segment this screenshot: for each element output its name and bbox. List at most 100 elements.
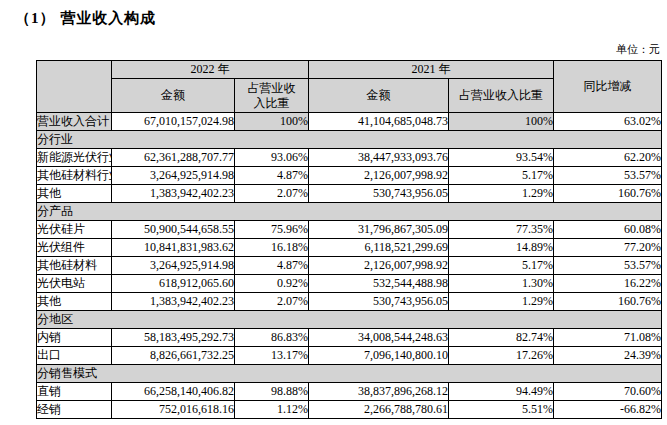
ratio-2021-cell: 5.51% <box>449 401 554 419</box>
row-label: 营业收入合计 <box>37 113 112 131</box>
amount-2022-cell: 3,264,925,914.98 <box>112 257 235 275</box>
table-row: 出口 8,826,661,732.25 13.17% 7,096,140,800… <box>37 347 662 365</box>
header-year-2022: 2022 年 <box>112 61 309 79</box>
ratio-2022-cell: 16.18% <box>235 239 309 257</box>
row-label: 出口 <box>37 347 112 365</box>
ratio-2021-cell: 94.49% <box>449 383 554 401</box>
header-ratio-2022-label: 占营业收入比重 <box>246 81 298 111</box>
row-label: 其他 <box>37 293 112 311</box>
amount-2022-cell: 1,383,942,402.23 <box>112 185 235 203</box>
ratio-2021-cell: 82.74% <box>449 329 554 347</box>
amount-2022-cell: 62,361,288,707.77 <box>112 149 235 167</box>
table-row: 其他硅材料 3,264,925,914.98 4.87% 2,126,007,9… <box>37 257 662 275</box>
ratio-2022-cell: 2.07% <box>235 185 309 203</box>
amount-2021-cell: 530,743,956.05 <box>309 185 449 203</box>
amount-2021-cell: 34,008,544,248.63 <box>309 329 449 347</box>
row-label: 光伏电站 <box>37 275 112 293</box>
ratio-2021-cell: 1.29% <box>449 293 554 311</box>
section-row: 分产品 <box>37 203 662 221</box>
ratio-2022-cell: 98.88% <box>235 383 309 401</box>
row-label: 经销 <box>37 401 112 419</box>
amount-2021-cell: 38,837,896,268.12 <box>309 383 449 401</box>
table-row: 光伏组件 10,841,831,983.62 16.18% 6,118,521,… <box>37 239 662 257</box>
ratio-2022-cell: 1.12% <box>235 401 309 419</box>
ratio-2021-cell: 1.29% <box>449 185 554 203</box>
ratio-2022-cell: 13.17% <box>235 347 309 365</box>
section-row: 分地区 <box>37 311 662 329</box>
revenue-composition-table: 2022 年 2021 年 同比增减 金额 占营业收入比重 金额 占营业收入比重… <box>36 60 662 419</box>
section-label: 分地区 <box>37 311 662 329</box>
ratio-2022-cell: 4.87% <box>235 257 309 275</box>
ratio-2021-cell: 5.17% <box>449 257 554 275</box>
table-row: 其他硅材料行业 3,264,925,914.98 4.87% 2,126,007… <box>37 167 662 185</box>
amount-2021-cell: 532,544,488.98 <box>309 275 449 293</box>
unit-label: 单位：元 <box>0 42 660 57</box>
header-yoy: 同比增减 <box>554 61 662 113</box>
amount-2022-cell: 618,912,065.60 <box>112 275 235 293</box>
ratio-2021-cell: 77.35% <box>449 221 554 239</box>
header-ratio-2021: 占营业收入比重 <box>449 79 554 113</box>
yoy-cell: 62.20% <box>554 149 662 167</box>
amount-2021-cell: 31,796,867,305.09 <box>309 221 449 239</box>
header-amount-2022: 金额 <box>112 79 235 113</box>
amount-2022-cell: 50,900,544,658.55 <box>112 221 235 239</box>
yoy-cell: -66.82% <box>554 401 662 419</box>
ratio-2021-cell: 1.30% <box>449 275 554 293</box>
table-row-total: 营业收入合计 67,010,157,024.98 100% 41,104,685… <box>37 113 662 131</box>
ratio-2021-cell: 5.17% <box>449 167 554 185</box>
yoy-cell: 53.57% <box>554 167 662 185</box>
amount-2022-cell: 1,383,942,402.23 <box>112 293 235 311</box>
header-amount-2021: 金额 <box>309 79 449 113</box>
amount-2021-cell: 530,743,956.05 <box>309 293 449 311</box>
yoy-cell: 63.02% <box>554 113 662 131</box>
header-ratio-2022: 占营业收入比重 <box>235 79 309 113</box>
amount-2022-cell: 58,183,495,292.73 <box>112 329 235 347</box>
amount-2021-cell: 2,266,788,780.61 <box>309 401 449 419</box>
section-row: 分行业 <box>37 131 662 149</box>
amount-2021-cell: 2,126,007,998.92 <box>309 167 449 185</box>
amount-2021-cell: 41,104,685,048.73 <box>309 113 449 131</box>
yoy-cell: 24.39% <box>554 347 662 365</box>
ratio-2022-cell: 100% <box>235 113 309 131</box>
row-label: 直销 <box>37 383 112 401</box>
table-row: 内销 58,183,495,292.73 86.83% 34,008,544,2… <box>37 329 662 347</box>
ratio-2022-cell: 4.87% <box>235 167 309 185</box>
row-label: 光伏组件 <box>37 239 112 257</box>
section-row: 分销售模式 <box>37 365 662 383</box>
amount-2021-cell: 2,126,007,998.92 <box>309 257 449 275</box>
section-label: 分销售模式 <box>37 365 662 383</box>
ratio-2022-cell: 86.83% <box>235 329 309 347</box>
table-row: 经销 752,016,618.16 1.12% 2,266,788,780.61… <box>37 401 662 419</box>
row-label: 新能源光伏行业 <box>37 149 112 167</box>
amount-2022-cell: 752,016,618.16 <box>112 401 235 419</box>
amount-2021-cell: 38,447,933,093.76 <box>309 149 449 167</box>
ratio-2022-cell: 0.92% <box>235 275 309 293</box>
yoy-cell: 71.08% <box>554 329 662 347</box>
yoy-cell: 70.60% <box>554 383 662 401</box>
table-row: 直销 66,258,140,406.82 98.88% 38,837,896,2… <box>37 383 662 401</box>
yoy-cell: 16.22% <box>554 275 662 293</box>
ratio-2022-cell: 93.06% <box>235 149 309 167</box>
ratio-2022-cell: 75.96% <box>235 221 309 239</box>
row-label: 内销 <box>37 329 112 347</box>
yoy-cell: 160.76% <box>554 293 662 311</box>
yoy-cell: 53.57% <box>554 257 662 275</box>
table-row: 其他 1,383,942,402.23 2.07% 530,743,956.05… <box>37 293 662 311</box>
yoy-cell: 77.20% <box>554 239 662 257</box>
ratio-2021-cell: 93.54% <box>449 149 554 167</box>
row-label: 光伏硅片 <box>37 221 112 239</box>
amount-2022-cell: 8,826,661,732.25 <box>112 347 235 365</box>
amount-2021-cell: 7,096,140,800.10 <box>309 347 449 365</box>
section-label: 分行业 <box>37 131 662 149</box>
ratio-2021-cell: 100% <box>449 113 554 131</box>
row-label: 其他硅材料 <box>37 257 112 275</box>
amount-2022-cell: 3,264,925,914.98 <box>112 167 235 185</box>
ratio-2022-cell: 2.07% <box>235 293 309 311</box>
yoy-cell: 60.08% <box>554 221 662 239</box>
page-title: （1） 营业收入构成 <box>15 9 667 28</box>
header-row-years: 2022 年 2021 年 同比增减 <box>37 61 662 79</box>
row-label: 其他 <box>37 185 112 203</box>
header-year-2021: 2021 年 <box>309 61 554 79</box>
row-label: 其他硅材料行业 <box>37 167 112 185</box>
table-row: 光伏电站 618,912,065.60 0.92% 532,544,488.98… <box>37 275 662 293</box>
